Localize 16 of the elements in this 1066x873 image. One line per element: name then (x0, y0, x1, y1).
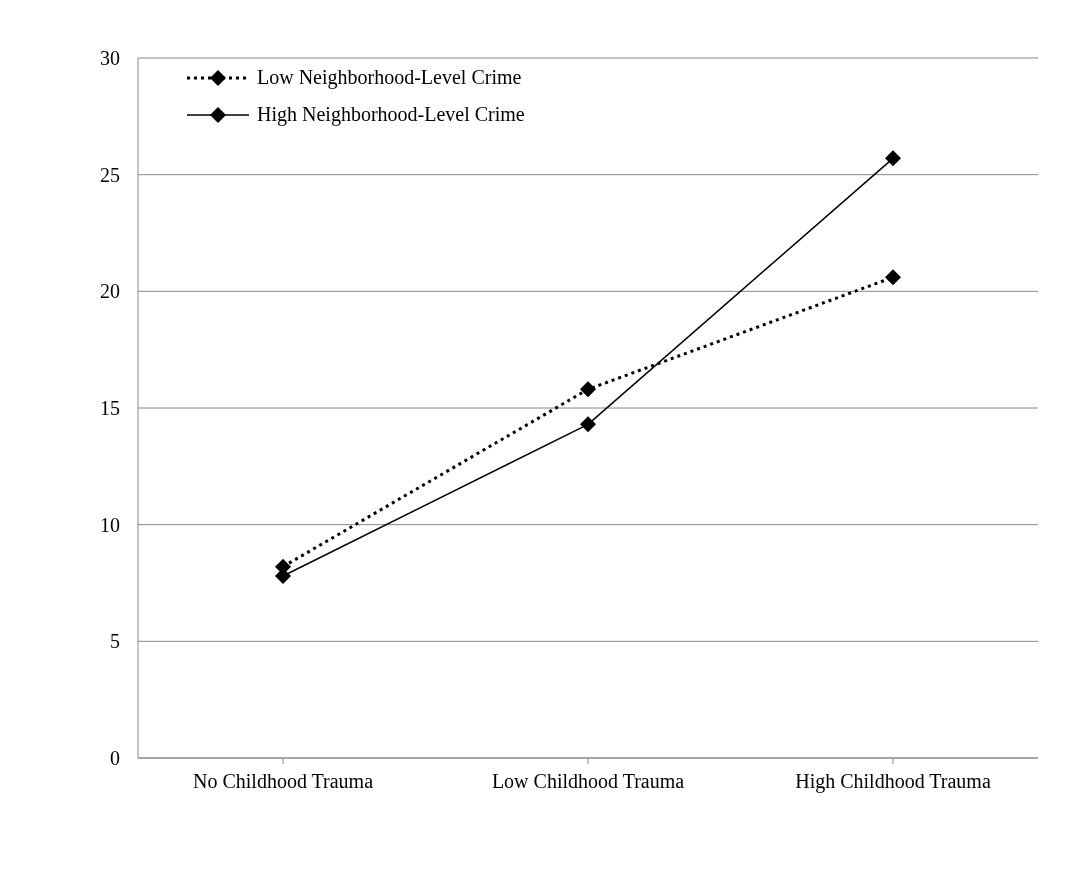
legend-label: Low Neighborhood-Level Crime (257, 66, 522, 89)
y-tick-label: 5 (110, 630, 120, 653)
x-tick-label: Low Childhood Trauma (491, 770, 685, 793)
point (580, 381, 596, 398)
point (885, 269, 901, 286)
y-tick-label: 25 (100, 163, 120, 186)
legend-label: High Neighborhood-Level Crime (257, 103, 525, 126)
y-tick-label: 30 (100, 47, 120, 70)
point (580, 416, 596, 433)
y-tick-label: 0 (110, 747, 120, 770)
point (885, 150, 901, 167)
x-tick-label: No Childhood Trauma (192, 770, 374, 793)
y-tick-label: 20 (100, 280, 120, 303)
x-tick-label: High Childhood Trauma (795, 770, 991, 794)
y-tick-label: 10 (100, 513, 120, 536)
y-tick-label: 15 (100, 397, 120, 420)
